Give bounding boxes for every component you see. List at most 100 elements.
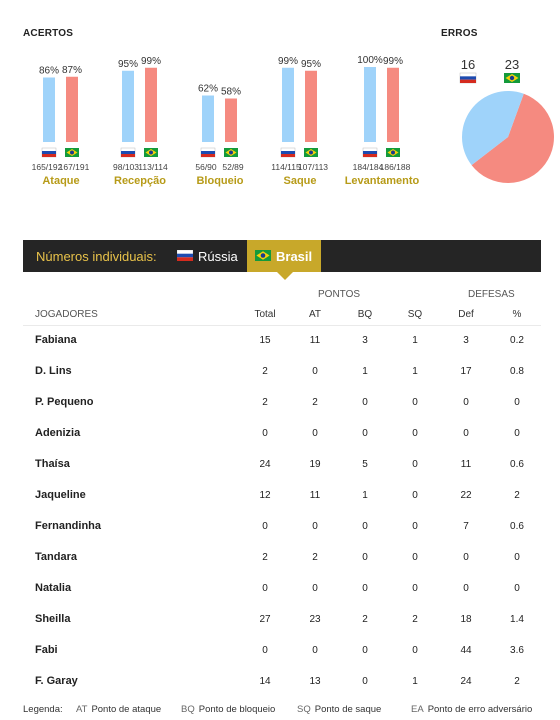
bar-label-rússia-4: 99%: [278, 56, 298, 67]
table-cell: 1.4: [510, 614, 524, 625]
group-header-pontos: PONTOS: [318, 289, 361, 300]
tab-brasil[interactable]: Brasil: [247, 240, 321, 272]
table-cell: 17: [460, 366, 472, 377]
table-cell: 0: [312, 428, 318, 439]
table-cell: 7: [463, 521, 469, 532]
table-cell: 12: [259, 490, 271, 501]
bar-brasil-5: [387, 67, 399, 142]
acertos-chart: 86% 165/192 87% 167/191 Ataque 95% 98/103 99% 11…: [32, 55, 420, 187]
table-cell: 0: [412, 583, 418, 594]
pie-slice-rússia: [462, 90, 524, 166]
table-cell: 0: [312, 645, 318, 656]
table-cell: 0: [362, 552, 368, 563]
table-cell: 2: [514, 676, 520, 687]
column-header-jogadores: JOGADORES: [35, 309, 98, 320]
bar-rússia-1: [43, 77, 55, 142]
table-cell: 0: [412, 397, 418, 408]
table-cell: 0: [463, 397, 469, 408]
count-rússia-1: 165/192: [32, 162, 63, 172]
legend-text: Ponto de saque: [314, 704, 382, 715]
table-cell: 1: [362, 490, 368, 501]
table-cell: 0: [412, 521, 418, 532]
player-name: Sheilla: [35, 613, 71, 625]
table-cell: 11: [460, 459, 472, 470]
column-header-bq: BQ: [357, 309, 373, 320]
bar-label-rússia-2: 95%: [118, 59, 138, 70]
table-cell: 0: [262, 428, 268, 439]
table-cell: 0: [262, 521, 268, 532]
legend-abbr: SQ: [297, 704, 311, 715]
table-cell: 0: [262, 645, 268, 656]
table-cell: 2: [262, 366, 268, 377]
player-name: D. Lins: [35, 365, 72, 377]
bar-brasil-3: [225, 98, 237, 142]
active-tab-caret: [277, 272, 293, 280]
player-name: Tandara: [35, 551, 77, 563]
bar-label-rússia-3: 62%: [198, 84, 218, 95]
table-cell: 0: [412, 490, 418, 501]
rússia-flag-icon: [200, 147, 216, 158]
table-cell: 1: [362, 366, 368, 377]
individual-numbers-tabbar: Números individuais: Rússia Brasil: [23, 240, 541, 272]
legend-text: Ponto de erro adversário: [427, 704, 533, 715]
legend-item-at: AT Ponto de ataque: [76, 704, 161, 715]
table-cell: 0: [463, 428, 469, 439]
count-brasil-5: 186/188: [380, 162, 411, 172]
legend-item-ea: EA Ponto de erro adversário: [411, 704, 532, 715]
category-label-1: Ataque: [42, 175, 79, 187]
bar-label-brasil-1: 87%: [62, 65, 82, 76]
table-cell: 13: [309, 676, 321, 687]
brasil-flag-icon: [144, 148, 158, 157]
erros-title: ERROS: [441, 28, 478, 39]
table-cell: 1: [412, 335, 418, 346]
table-cell: 0: [362, 521, 368, 532]
category-label-4: Saque: [283, 175, 316, 187]
table-cell: 0: [312, 366, 318, 377]
bar-label-brasil-3: 58%: [221, 87, 241, 98]
brasil-flag-icon: [504, 73, 520, 83]
tab-russia-label: Rússia: [198, 248, 238, 264]
brasil-flag-icon: [386, 148, 400, 157]
count-rússia-2: 98/103: [113, 162, 139, 172]
table-cell: 2: [262, 552, 268, 563]
table-cell: 0: [362, 676, 368, 687]
table-cell: 0: [412, 645, 418, 656]
pie-slice-brasil: [471, 93, 554, 183]
category-label-5: Levantamento: [345, 175, 420, 187]
table-cell: 2: [514, 490, 520, 501]
erros-value-brasil: 23: [505, 57, 519, 72]
table-cell: 14: [259, 676, 271, 687]
legend-text: Ponto de ataque: [91, 704, 162, 715]
player-name: Fabi: [35, 644, 58, 656]
bar-rússia-5: [364, 67, 376, 142]
table-cell: 15: [259, 335, 271, 346]
category-label-3: Bloqueio: [196, 175, 243, 187]
acertos-title: ACERTOS: [23, 28, 74, 39]
column-header-sq: SQ: [407, 309, 423, 320]
table-cell: 2: [362, 614, 368, 625]
erros-value-rússia: 16: [461, 57, 475, 72]
table-cell: 24: [259, 459, 271, 470]
table-cell: 44: [460, 645, 472, 656]
table-cell: 1: [412, 676, 418, 687]
legend-item-sq: SQ Ponto de saque: [297, 704, 381, 715]
table-cell: 0: [362, 428, 368, 439]
brasil-flag-icon: [65, 148, 79, 157]
table-cell: 2: [312, 397, 318, 408]
table-cell: 11: [309, 490, 321, 501]
table-cell: 0: [463, 583, 469, 594]
bar-rússia-2: [122, 70, 134, 142]
bar-rússia-3: [202, 95, 214, 142]
column-header-def: Def: [458, 309, 474, 320]
table-cell: 2: [262, 397, 268, 408]
count-rússia-4: 114/115: [271, 162, 301, 172]
table-cell: 0: [312, 521, 318, 532]
legend-abbr: AT: [76, 704, 88, 715]
table-cell: 0.8: [510, 366, 524, 377]
table-cell: 0: [514, 552, 520, 563]
legend-title: Legenda:: [23, 704, 63, 715]
brasil-flag-icon: [304, 148, 318, 157]
tab-russia[interactable]: Rússia: [175, 240, 247, 272]
bar-rússia-4: [282, 67, 294, 142]
rússia-flag-icon: [362, 147, 378, 158]
